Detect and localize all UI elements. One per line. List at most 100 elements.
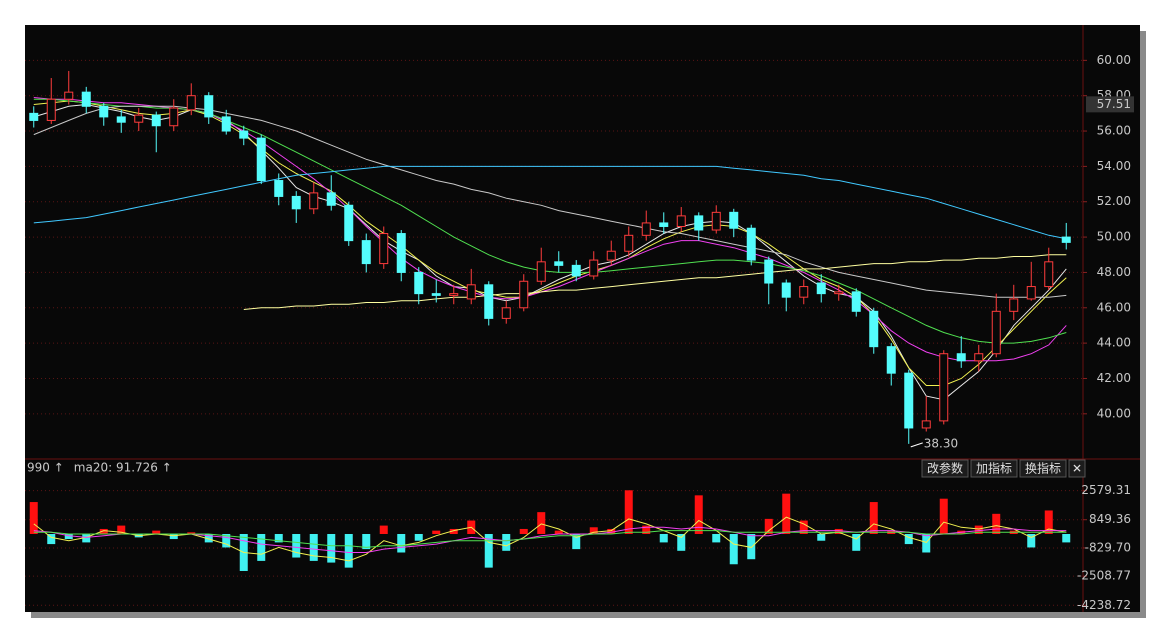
volume-bar bbox=[624, 490, 633, 534]
volume-bar bbox=[572, 533, 581, 550]
candle-body bbox=[396, 233, 406, 273]
button-label: ✕ bbox=[1072, 462, 1082, 476]
volume-bar bbox=[344, 533, 353, 568]
volume-bar bbox=[117, 525, 126, 534]
candle-body bbox=[484, 284, 494, 319]
y-tick-label: 56.00 bbox=[1097, 124, 1131, 138]
candle-body bbox=[904, 372, 914, 429]
candle-body bbox=[554, 261, 564, 266]
candle-body bbox=[309, 192, 319, 210]
toolbar-button[interactable]: ✕ bbox=[1068, 459, 1086, 478]
volume-bar bbox=[834, 528, 843, 534]
candle-body bbox=[344, 204, 354, 242]
last-price-box bbox=[1086, 96, 1134, 113]
candle-body bbox=[186, 95, 196, 111]
volume-bar bbox=[449, 528, 458, 534]
candle-body bbox=[816, 282, 826, 295]
volume-bar bbox=[292, 533, 301, 558]
legend-entry: ma20: 91.726 ↑ bbox=[74, 461, 172, 475]
candle-body bbox=[956, 353, 966, 362]
candle-body bbox=[746, 227, 756, 261]
frame bbox=[25, 25, 1140, 612]
candle-body bbox=[274, 180, 284, 197]
volume-bar bbox=[729, 533, 738, 565]
candle-body bbox=[151, 114, 161, 127]
candle-body bbox=[501, 307, 511, 319]
y-tick-label: 42.00 bbox=[1097, 371, 1131, 385]
toolbar: 改参数 加指标 换指标 ✕ bbox=[921, 459, 1086, 478]
volume-bar bbox=[939, 498, 948, 534]
candle-body bbox=[799, 286, 809, 298]
candle-body bbox=[1009, 298, 1019, 312]
volume-bar bbox=[852, 533, 861, 551]
volume-bar bbox=[327, 533, 336, 563]
legend-entry: 990 ↑ bbox=[27, 461, 64, 475]
candle-body bbox=[624, 234, 634, 252]
y-tick-label: 60.00 bbox=[1097, 53, 1131, 67]
indicator-line bbox=[33, 165, 1067, 240]
volume-bar bbox=[204, 533, 213, 543]
volume-bar bbox=[432, 530, 441, 534]
candle-body bbox=[886, 346, 896, 374]
candle-body bbox=[1061, 236, 1071, 243]
toolbar-button[interactable]: 换指标 bbox=[1019, 459, 1067, 478]
volume-bar bbox=[694, 495, 703, 534]
y-tick-label: 849.36 bbox=[1089, 512, 1131, 526]
volume-bar bbox=[799, 520, 808, 534]
volume-bar bbox=[817, 533, 826, 541]
volume-bar bbox=[642, 525, 651, 534]
volume-bar bbox=[152, 530, 161, 534]
candle-body bbox=[1044, 261, 1054, 288]
candle-body bbox=[571, 264, 581, 277]
y-tick-label: 2579.31 bbox=[1081, 483, 1131, 497]
candle-body bbox=[834, 291, 844, 295]
volume-bar bbox=[64, 533, 73, 540]
volume-bar bbox=[99, 528, 108, 534]
candle-body bbox=[641, 222, 651, 236]
y-tick-label: -2508.77 bbox=[1077, 569, 1131, 583]
volume-bar bbox=[169, 533, 178, 540]
volume-bar bbox=[309, 533, 318, 561]
volume-bar bbox=[712, 533, 721, 543]
low-arrow bbox=[910, 442, 923, 448]
candle-body bbox=[116, 116, 126, 123]
candle-body bbox=[711, 211, 721, 231]
toolbar-button[interactable]: 改参数 bbox=[921, 459, 969, 478]
volume-bar bbox=[362, 533, 371, 550]
volume-bar bbox=[82, 533, 91, 543]
candle-body bbox=[169, 107, 179, 127]
candle-body bbox=[29, 112, 39, 121]
y-tick-label: -4238.72 bbox=[1077, 598, 1131, 612]
candle-body bbox=[869, 310, 879, 348]
candle-body bbox=[64, 91, 74, 100]
volume-bar bbox=[1027, 533, 1036, 548]
volume-bar bbox=[869, 502, 878, 534]
button-label: 加指标 bbox=[976, 461, 1012, 476]
candle-body bbox=[466, 284, 476, 300]
candle-body bbox=[536, 261, 546, 282]
candle-body bbox=[449, 293, 459, 296]
candle-body bbox=[431, 293, 441, 296]
volume-bar bbox=[274, 533, 283, 543]
candle-body bbox=[939, 353, 949, 422]
candle-body bbox=[239, 130, 249, 139]
candle-body bbox=[991, 310, 1001, 355]
candle-body bbox=[414, 271, 424, 295]
volume-bar bbox=[47, 533, 56, 545]
candle-body bbox=[204, 95, 214, 118]
volume-bar bbox=[764, 518, 773, 534]
candle-body bbox=[676, 215, 686, 227]
y-tick-label: 48.00 bbox=[1097, 265, 1131, 279]
volume-bar bbox=[607, 528, 616, 534]
volume-bar bbox=[379, 525, 388, 534]
volume-bar bbox=[659, 533, 668, 543]
indicator-line bbox=[33, 526, 1067, 553]
volume-bar bbox=[554, 530, 563, 534]
volume-bar bbox=[187, 532, 196, 534]
volume-bar bbox=[484, 533, 493, 568]
candle-body bbox=[781, 282, 791, 298]
toolbar-button[interactable]: 加指标 bbox=[970, 459, 1018, 478]
candle-body bbox=[379, 233, 389, 265]
y-tick-label: 40.00 bbox=[1097, 406, 1131, 420]
